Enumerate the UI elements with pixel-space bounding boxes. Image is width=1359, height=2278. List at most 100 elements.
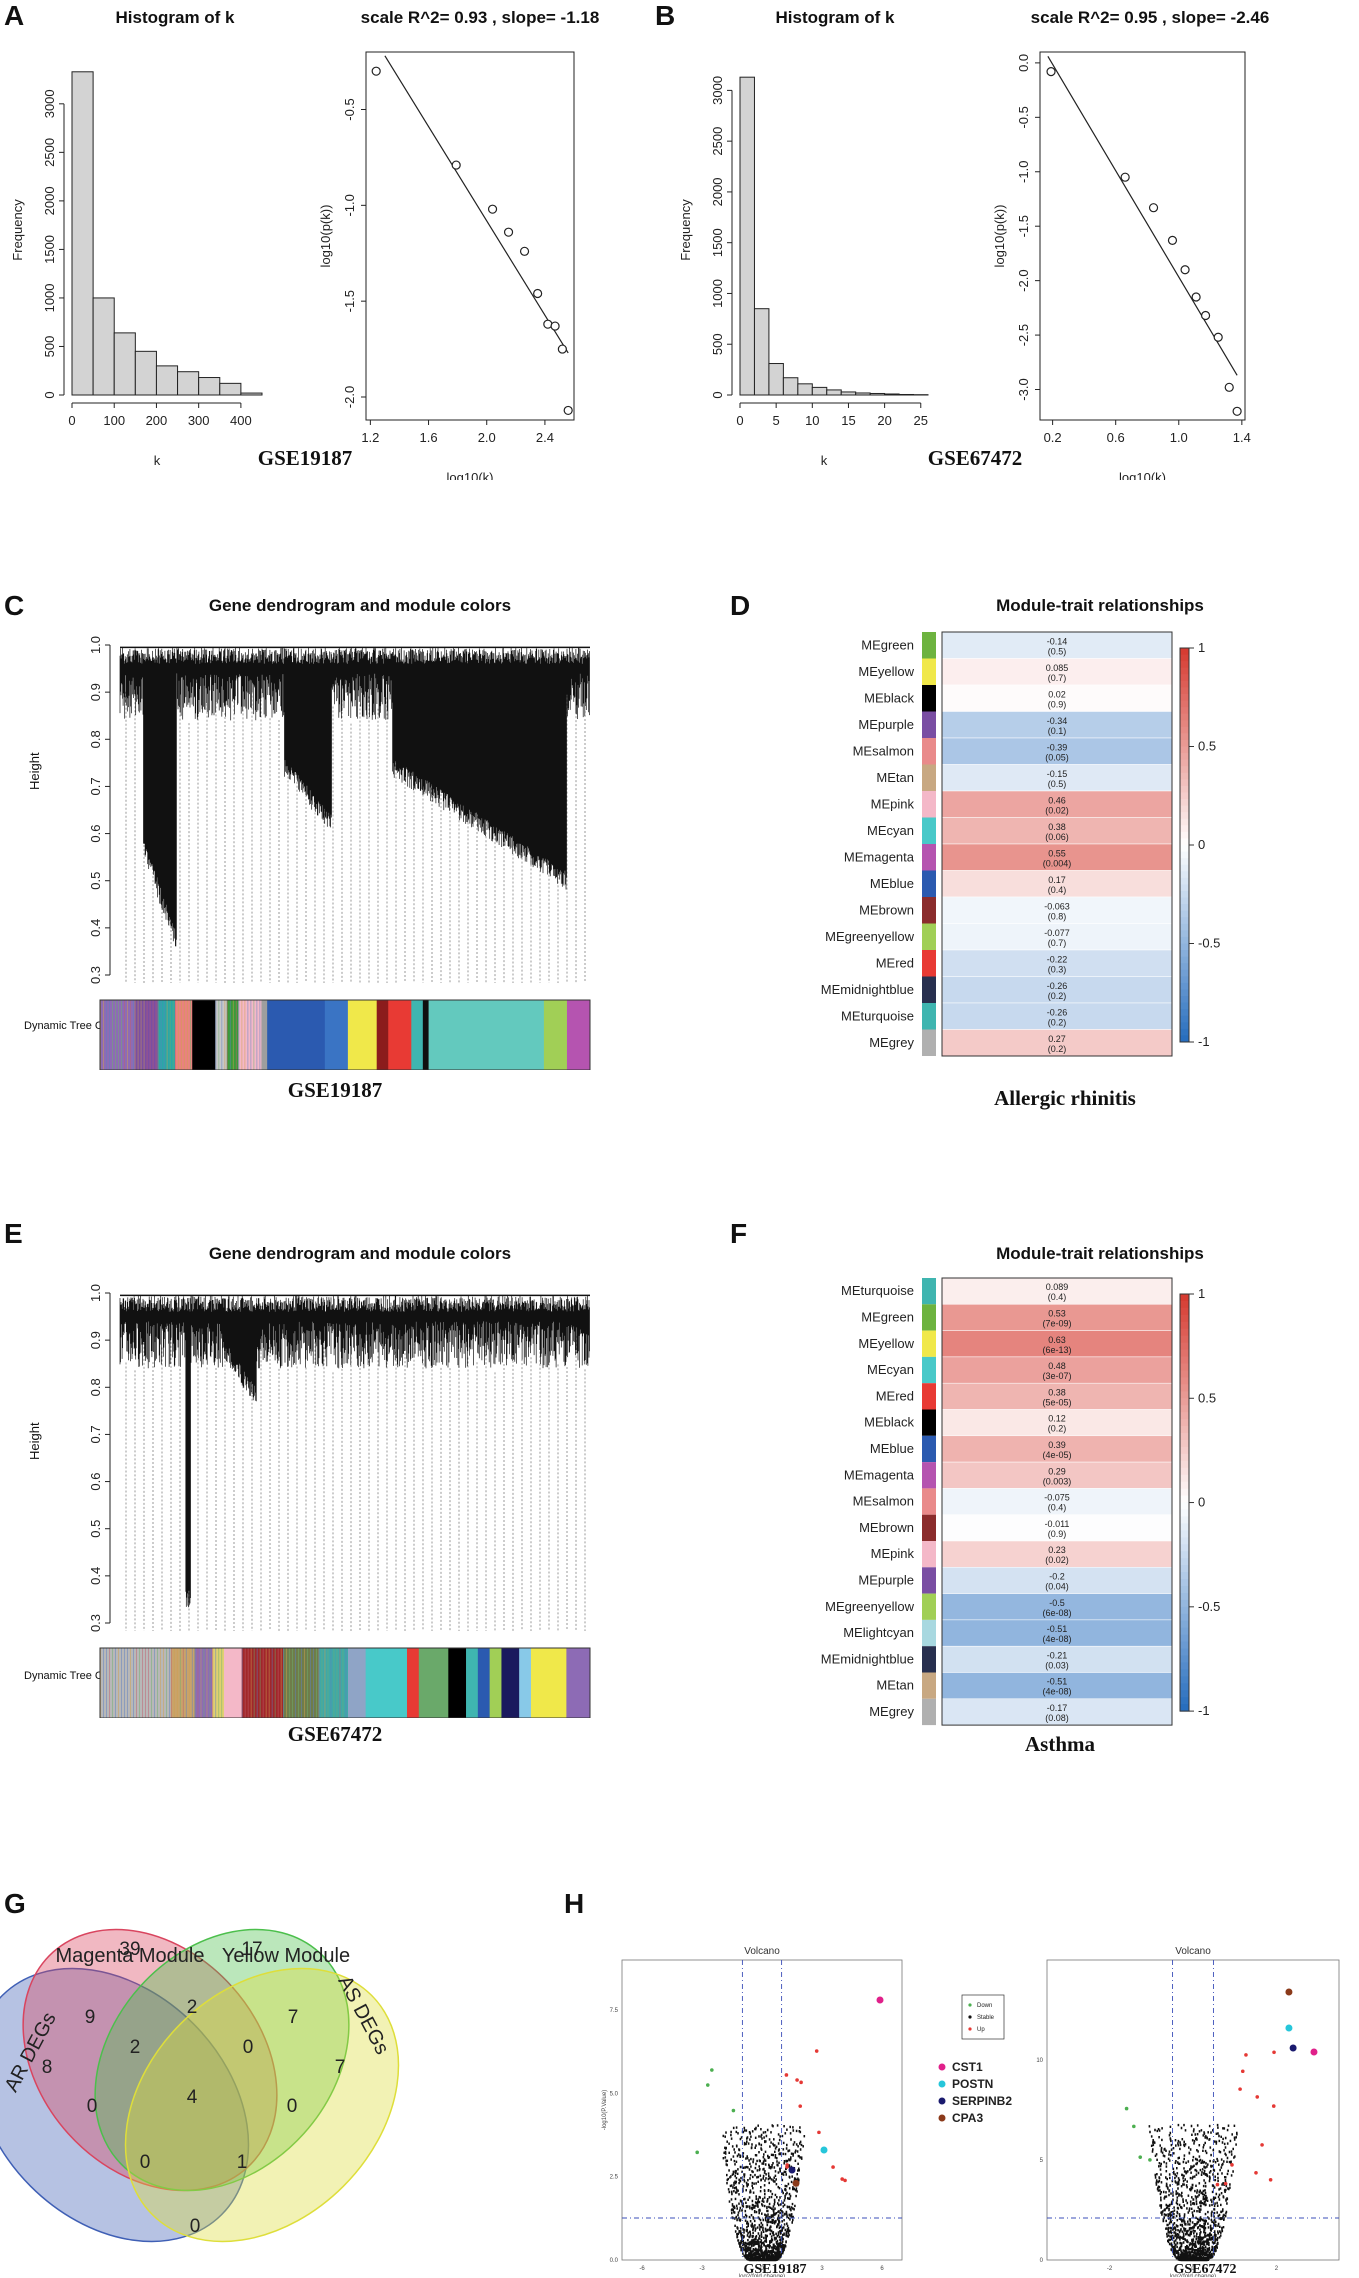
- volcano-frame: [622, 1960, 902, 2260]
- volcano-highlight-gene: [877, 1997, 884, 2004]
- color-scale-step: [1180, 760, 1189, 767]
- y-tick-label: 0: [42, 391, 57, 398]
- plot-frame: [366, 52, 574, 420]
- cell-correlation: 0.29: [1048, 1466, 1066, 1476]
- histogram-bar: [241, 393, 262, 395]
- module-color-stripe: [171, 1648, 172, 1718]
- x-tick-label: 300: [188, 413, 210, 428]
- volcano-legend-dot: [968, 2027, 971, 2030]
- venn-count: 1: [237, 2152, 248, 2173]
- y-axis-label: log10(p(k)): [318, 205, 333, 268]
- module-color-stripe: [147, 1000, 148, 1070]
- module-color-stripe: [304, 1648, 305, 1718]
- color-scale-step: [1180, 1544, 1189, 1551]
- cell-pvalue: (4e-08): [1042, 1634, 1071, 1644]
- module-color-stripe: [141, 1000, 142, 1070]
- cell-pvalue: (6e-13): [1042, 1345, 1071, 1355]
- color-scale-step: [1180, 884, 1189, 891]
- module-color-stripe: [148, 1648, 149, 1718]
- y-axis-label: log10(p(k)): [992, 205, 1007, 268]
- x-tick-label: 0.2: [1044, 430, 1062, 445]
- color-scale-label: -0.5: [1198, 1599, 1220, 1614]
- cell-pvalue: (0.1): [1048, 726, 1067, 736]
- venn-count: 17: [241, 1939, 262, 1960]
- volcano-y-tick-label: 0: [1040, 2258, 1044, 2264]
- module-label: MEmidnightblue: [821, 982, 914, 997]
- volcano-title: Volcano: [744, 1946, 780, 1957]
- x-tick-label: 20: [877, 413, 891, 428]
- module-color-stripe: [257, 1648, 258, 1718]
- volcano-up-point: [1272, 2104, 1276, 2108]
- x-axis-label: k: [821, 453, 828, 468]
- color-scale-step: [1180, 1551, 1189, 1558]
- color-scale-step: [1180, 1621, 1189, 1628]
- volcano-legend-label: Down: [977, 2003, 992, 2009]
- color-scale-step: [1180, 1669, 1189, 1676]
- data-point: [1168, 236, 1176, 244]
- data-point: [534, 290, 542, 298]
- volcano-highlight-gene: [1290, 2045, 1297, 2052]
- volcano-up-point: [799, 2081, 803, 2085]
- color-scale-step: [1180, 779, 1189, 786]
- module-color-stripe: [324, 1648, 325, 1718]
- cell-pvalue: (0.03): [1045, 1660, 1069, 1670]
- d-title: Module-trait relationships: [900, 596, 1300, 616]
- panel-label-g: G: [4, 1888, 26, 1920]
- cell-pvalue: (0.08): [1045, 1713, 1069, 1723]
- histogram-bar: [798, 384, 812, 395]
- cell-correlation: -0.14: [1047, 636, 1068, 646]
- y-tick-label: 1000: [710, 279, 725, 308]
- module-label: MEgreenyellow: [825, 929, 914, 944]
- module-color-segment: [411, 1000, 423, 1070]
- data-point: [372, 67, 380, 75]
- data-point: [1150, 204, 1158, 212]
- cell-correlation: -0.063: [1044, 901, 1070, 911]
- module-swatch: [922, 1304, 936, 1330]
- cell-correlation: 0.39: [1048, 1440, 1066, 1450]
- volcano-y-axis-label: -log10(P.Value): [602, 2090, 608, 2130]
- dendrogram-branches: [120, 1295, 590, 1607]
- h-left-dataset-label: GSE19187: [700, 2262, 850, 2278]
- color-scale-step: [1180, 1322, 1189, 1329]
- volcano-up-point: [1216, 2183, 1220, 2187]
- venn-count: 39: [119, 1939, 140, 1960]
- venn-count: 2: [187, 1997, 198, 2018]
- cell-correlation: -0.075: [1044, 1493, 1070, 1503]
- volcano-y-tick-label: 7.5: [610, 2008, 619, 2014]
- y-tick-label: 0.8: [88, 730, 103, 748]
- volcano-up-point: [1230, 2163, 1234, 2167]
- module-color-segment: [267, 1000, 325, 1070]
- module-color-stripe: [281, 1648, 282, 1718]
- y-axis-label: Frequency: [10, 199, 25, 261]
- module-color-stripe: [316, 1648, 317, 1718]
- y-tick-label: 2000: [42, 186, 57, 215]
- y-tick-label: 0.6: [88, 825, 103, 843]
- x-tick-label: 200: [146, 413, 168, 428]
- cell-correlation: -0.011: [1045, 1519, 1070, 1529]
- color-scale-step: [1180, 1461, 1189, 1468]
- h-right-dataset-label: GSE67472: [1130, 2262, 1280, 2278]
- fit-line: [1048, 56, 1237, 375]
- color-scale-step: [1180, 924, 1189, 931]
- color-scale-step: [1180, 937, 1189, 944]
- venn-count: 0: [287, 2096, 298, 2117]
- module-color-stripe: [151, 1648, 152, 1718]
- module-color-stripe: [144, 1000, 145, 1070]
- color-scale-step: [1180, 1586, 1189, 1593]
- module-swatch: [922, 1410, 936, 1436]
- data-point: [1202, 311, 1210, 319]
- venn-count: 0: [190, 2216, 201, 2237]
- color-scale-step: [1180, 976, 1189, 983]
- color-scale-step: [1180, 825, 1189, 832]
- volcano-y-tick-label: 5: [1040, 2158, 1044, 2164]
- module-color-stripe: [157, 1648, 158, 1718]
- module-color-stripe: [200, 1648, 201, 1718]
- volcano-down-point: [732, 2109, 736, 2113]
- color-scale-step: [1180, 911, 1189, 918]
- x-tick-label: 1.4: [1233, 430, 1251, 445]
- module-color-stripe: [266, 1648, 267, 1718]
- volcano-up-point: [1254, 2171, 1258, 2175]
- module-swatch: [922, 1278, 936, 1304]
